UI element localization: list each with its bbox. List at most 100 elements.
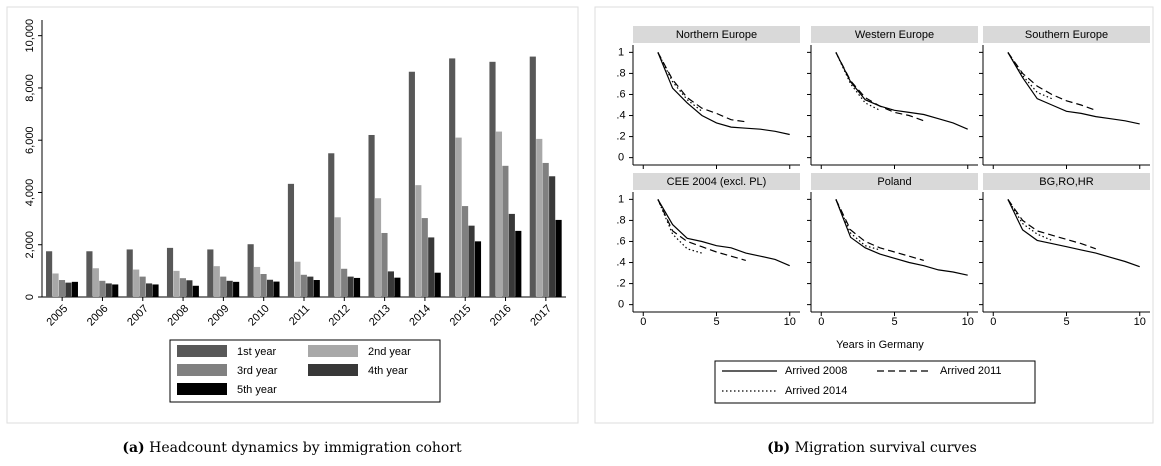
survival-line <box>1007 52 1097 111</box>
x-axis-title: Years in Germany <box>836 339 924 351</box>
bar <box>145 283 153 297</box>
y-tick-label: 6,000 <box>24 126 36 154</box>
bar <box>105 283 112 297</box>
survival-line <box>835 52 925 122</box>
bar <box>415 185 422 297</box>
bar <box>334 217 341 297</box>
survival-line <box>1007 199 1140 268</box>
bar <box>179 278 187 297</box>
y-tick-label: 10,000 <box>24 19 36 53</box>
survival-line <box>1007 52 1140 125</box>
bar <box>266 279 274 297</box>
facet-header <box>983 173 1150 190</box>
facet-header <box>811 26 978 43</box>
bar <box>233 281 240 297</box>
bar <box>52 273 59 297</box>
legend-label: Arrived 2008 <box>785 365 847 377</box>
survival-line <box>1007 199 1053 241</box>
legend-label: Arrived 2014 <box>785 385 847 397</box>
bar <box>260 274 267 297</box>
y-tick-label: .2 <box>616 277 625 289</box>
bar <box>421 218 428 297</box>
bar <box>529 56 536 298</box>
bar <box>213 266 220 297</box>
bar <box>313 280 320 297</box>
bar <box>468 225 475 297</box>
facet-title: Southern Europe <box>1025 29 1108 41</box>
facet-title: Poland <box>877 176 911 188</box>
bar <box>71 281 78 297</box>
y-tick-label: 2,000 <box>24 231 36 259</box>
y-tick-label: 0 <box>618 299 624 311</box>
bar <box>328 153 335 297</box>
legend-label: 3rd year <box>237 365 278 377</box>
bar <box>254 266 261 297</box>
bar <box>133 269 140 297</box>
y-tick-label: .4 <box>616 256 625 268</box>
y-tick-label: .4 <box>616 109 625 121</box>
survival-line <box>657 52 703 112</box>
bar <box>92 268 99 297</box>
bar <box>307 276 314 297</box>
facet-title: Western Europe <box>855 29 934 41</box>
x-tick-label: 5 <box>891 316 897 328</box>
x-tick-label: 0 <box>818 316 824 328</box>
bar <box>549 176 556 297</box>
bar <box>112 284 119 297</box>
legend-swatch <box>308 364 358 376</box>
legend-label: 4th year <box>368 365 408 377</box>
bar <box>474 241 482 297</box>
caption-text: Migration survival curves <box>795 440 977 456</box>
caption-label: (a) <box>122 440 144 456</box>
bar <box>536 138 543 297</box>
x-tick-label: 5 <box>1063 316 1069 328</box>
bar <box>247 244 254 297</box>
bar <box>341 268 348 297</box>
survival-line <box>657 199 790 267</box>
y-tick-label: 1 <box>618 46 624 58</box>
y-tick-label: 0 <box>618 152 624 164</box>
facet-title: BG,RO,HR <box>1039 176 1093 188</box>
bar <box>381 232 388 297</box>
survival-line <box>657 52 746 123</box>
survival-line <box>835 52 968 130</box>
legend-label: 2nd year <box>368 346 411 358</box>
bar <box>502 165 509 297</box>
bar <box>294 261 301 297</box>
facet-title: Northern Europe <box>676 29 757 41</box>
legend-label: 1st year <box>237 346 276 358</box>
y-tick-label: 8,000 <box>24 74 36 102</box>
bar <box>394 277 401 297</box>
legend-label: 5th year <box>237 384 277 396</box>
x-tick-label: 10 <box>962 316 974 328</box>
bar <box>428 237 435 297</box>
bar <box>462 206 469 297</box>
x-tick-label: 0 <box>640 316 646 328</box>
bar <box>173 270 180 297</box>
legend-swatch <box>177 364 227 376</box>
survival-line <box>1007 199 1097 250</box>
bar <box>186 280 193 297</box>
bar <box>287 183 295 297</box>
survival-line <box>657 199 746 261</box>
bar <box>449 58 456 297</box>
survival-line <box>835 199 924 261</box>
y-tick-label: 4,000 <box>24 179 36 207</box>
bar <box>152 284 159 297</box>
bar <box>495 131 503 297</box>
bar <box>387 271 394 297</box>
bar <box>508 213 515 297</box>
bar <box>207 249 214 297</box>
caption-label: (b) <box>767 440 790 456</box>
bar <box>192 285 199 297</box>
facet-header <box>811 173 978 190</box>
legend-swatch <box>177 383 227 395</box>
bar <box>226 280 233 297</box>
x-tick-label: 10 <box>1134 316 1146 328</box>
bar <box>166 247 174 297</box>
y-tick-label: .8 <box>616 214 625 226</box>
bar <box>542 162 549 297</box>
caption: (a) Headcount dynamics by immigration co… <box>122 440 462 456</box>
bar <box>58 280 66 297</box>
